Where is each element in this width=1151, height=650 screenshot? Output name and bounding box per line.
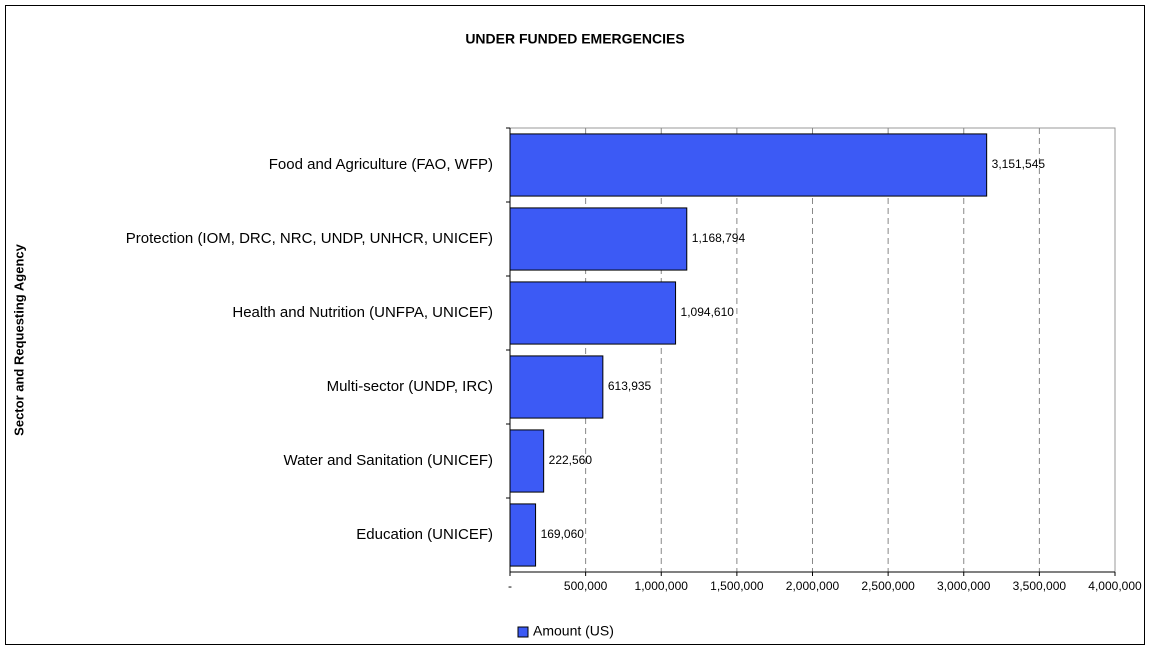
x-tick-label: - bbox=[508, 579, 512, 593]
data-label: 169,060 bbox=[541, 527, 585, 541]
data-label: 1,094,610 bbox=[681, 305, 735, 319]
legend-swatch bbox=[517, 626, 529, 638]
y-tick-label: Food and Agriculture (FAO, WFP) bbox=[269, 156, 493, 173]
bar bbox=[509, 503, 537, 567]
bar bbox=[509, 207, 688, 271]
data-label: 1,168,794 bbox=[692, 231, 746, 245]
data-label: 222,560 bbox=[549, 453, 593, 467]
y-tick-label: Health and Nutrition (UNFPA, UNICEF) bbox=[232, 304, 493, 321]
x-tick-label: 2,000,000 bbox=[786, 579, 840, 593]
chart-title: UNDER FUNDED EMERGENCIES bbox=[465, 31, 684, 47]
x-tick-label: 3,000,000 bbox=[937, 579, 991, 593]
y-axis-label: Sector and Requesting Agency bbox=[11, 243, 26, 435]
x-tick-label: 1,000,000 bbox=[635, 579, 689, 593]
data-label: 3,151,545 bbox=[992, 157, 1046, 171]
bar bbox=[509, 133, 988, 197]
x-tick-label: 500,000 bbox=[564, 579, 608, 593]
x-tick-label: 3,500,000 bbox=[1013, 579, 1067, 593]
data-label: 613,935 bbox=[608, 379, 652, 393]
x-tick-label: 2,500,000 bbox=[861, 579, 915, 593]
x-tick-label: 1,500,000 bbox=[710, 579, 764, 593]
y-tick-label: Protection (IOM, DRC, NRC, UNDP, UNHCR, … bbox=[126, 230, 493, 247]
y-tick-label: Education (UNICEF) bbox=[356, 526, 493, 543]
legend-label: Amount (US) bbox=[533, 623, 614, 639]
y-tick-label: Multi-sector (UNDP, IRC) bbox=[327, 378, 493, 395]
bar bbox=[509, 429, 545, 493]
bar bbox=[509, 281, 677, 345]
x-tick-label: 4,000,000 bbox=[1088, 579, 1142, 593]
bar bbox=[509, 355, 604, 419]
y-tick-label: Water and Sanitation (UNICEF) bbox=[283, 452, 493, 469]
